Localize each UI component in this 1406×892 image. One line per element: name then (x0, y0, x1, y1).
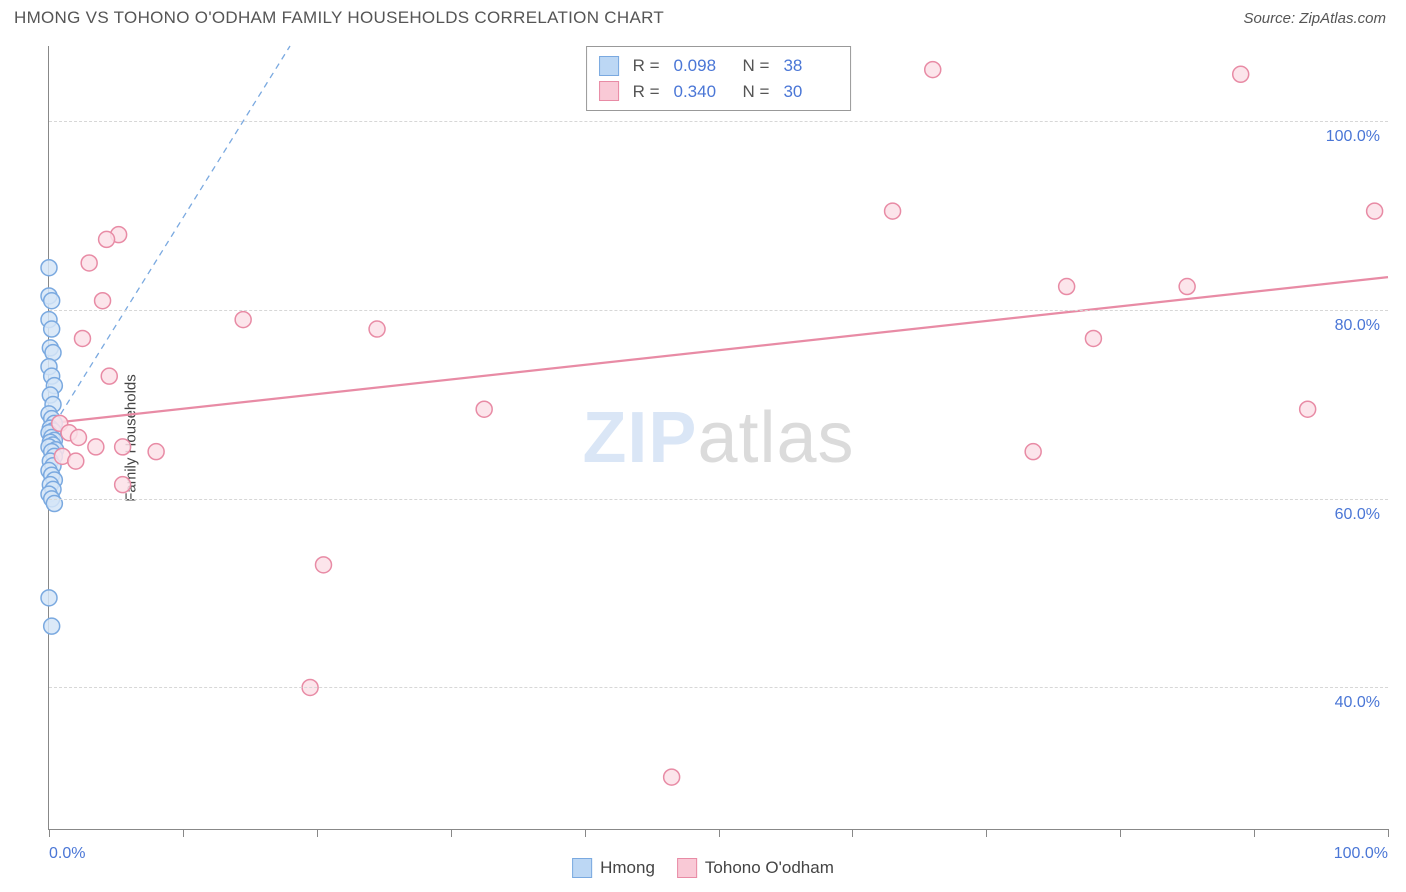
swatch-hmong (599, 56, 619, 76)
series-stats-legend: R = 0.098 N = 38 R = 0.340 N = 30 (586, 46, 852, 111)
swatch-hmong-bottom (572, 858, 592, 878)
y-tick-label: 100.0% (1326, 128, 1380, 146)
plot-area: Family Households ZIPatlas R = 0.098 N =… (48, 46, 1388, 830)
legend-row-tohono: R = 0.340 N = 30 (599, 79, 839, 105)
bottom-legend-label: Tohono O'odham (705, 858, 834, 878)
x-tick-label: 100.0% (1334, 845, 1388, 863)
x-tick-label: 0.0% (49, 845, 85, 863)
bottom-legend-hmong: Hmong (572, 858, 655, 878)
scatter-svg (49, 46, 1388, 829)
y-tick-label: 80.0% (1335, 317, 1380, 335)
swatch-tohono-bottom (677, 858, 697, 878)
swatch-tohono (599, 81, 619, 101)
bottom-legend: Hmong Tohono O'odham (572, 858, 834, 878)
bottom-legend-tohono: Tohono O'odham (677, 858, 834, 878)
y-tick-label: 40.0% (1335, 694, 1380, 712)
chart-title: HMONG VS TOHONO O'ODHAM FAMILY HOUSEHOLD… (14, 8, 664, 28)
source-label: Source: ZipAtlas.com (1243, 10, 1386, 27)
bottom-legend-label: Hmong (600, 858, 655, 878)
legend-row-hmong: R = 0.098 N = 38 (599, 53, 839, 79)
y-tick-label: 60.0% (1335, 506, 1380, 524)
